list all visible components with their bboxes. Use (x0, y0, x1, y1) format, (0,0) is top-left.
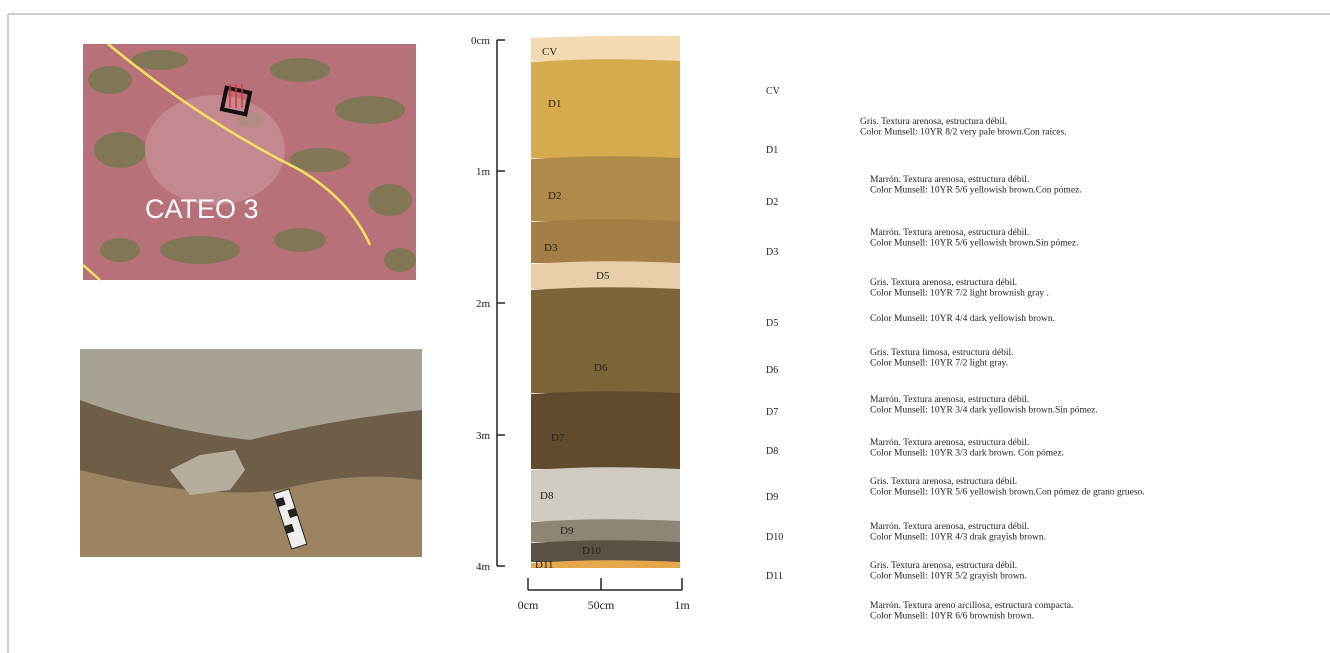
description-line: Gris. Textura arenosa, estructura débil. (870, 278, 1017, 288)
depth-label: 4m (476, 561, 491, 573)
legend-label: D9 (766, 492, 778, 503)
legend-label: D6 (766, 365, 778, 376)
layer (531, 287, 680, 393)
layer-label: D8 (540, 490, 554, 502)
description-line: Gris. Textura arenosa, estructura débil. (860, 117, 1007, 127)
description-line: Color Munsell: 10YR 5/6 yellowish brown.… (870, 239, 1078, 249)
layer-label: D10 (582, 545, 601, 557)
depth-label: 1m (476, 166, 491, 178)
legend-label: D11 (766, 571, 783, 582)
legend-label: D7 (766, 407, 778, 418)
description-line: Color Munsell: 10YR 3/3 dark brown. Con … (870, 449, 1064, 459)
description-line: Marrón. Textura areno arcillosa, estruct… (870, 601, 1073, 611)
layer-label: D9 (560, 525, 574, 537)
layer-label: D6 (594, 362, 608, 374)
width-label: 50cm (588, 598, 615, 612)
photo-label: CATEO 3 (145, 194, 259, 224)
description-line: Color Munsell: 10YR 3/4 dark yellowish b… (870, 406, 1098, 416)
layer (531, 156, 680, 221)
depth-label: 2m (476, 298, 491, 310)
legend-label: D1 (766, 145, 778, 156)
page: { "photo_label": "CATEO 3", "depth_axis"… (0, 0, 1330, 653)
legend-label: CV (766, 86, 781, 97)
depth-label: 3m (476, 430, 491, 442)
description-line: Gris. Textura limosa, estructura débil. (870, 348, 1013, 358)
width-label: 1m (674, 598, 690, 612)
description-line: Color Munsell: 10YR 5/6 yellowish brown.… (870, 488, 1145, 498)
description-line: Color Munsell: 10YR 4/4 dark yellowish b… (870, 314, 1055, 324)
description-line: Marrón. Textura arenosa, estructura débi… (870, 395, 1029, 405)
aerial-photo: CATEO 3 (83, 44, 416, 280)
layer-label: D3 (544, 242, 558, 254)
layer-label: D2 (548, 190, 561, 202)
description-line: Marrón. Textura arenosa, estructura débi… (870, 522, 1029, 532)
legend-label: D10 (766, 532, 783, 543)
description-line: Gris. Textura arenosa, estructura débil. (870, 561, 1017, 571)
layer (531, 519, 680, 542)
description-line: Color Munsell: 10YR 8/2 very pale brown.… (860, 128, 1067, 138)
layer-label: D7 (551, 432, 565, 444)
description-line: Color Munsell: 10YR 7/2 light gray. (870, 359, 1008, 369)
layer-label: D1 (548, 98, 561, 110)
description-line: Marrón. Textura arenosa, estructura débi… (870, 228, 1029, 238)
legend-label: D5 (766, 318, 778, 329)
layer-label: D5 (596, 270, 610, 282)
legend-label: D8 (766, 446, 778, 457)
description-line: Color Munsell: 10YR 6/6 brownish brown. (870, 612, 1034, 622)
legend-label: D3 (766, 247, 778, 258)
layer (531, 391, 680, 469)
description-line: Color Munsell: 10YR 5/6 yellowish brown.… (870, 186, 1082, 196)
layer-label: CV (542, 46, 557, 58)
depth-label: 0cm (471, 35, 490, 47)
description-line: Gris. Textura arenosa, estructura débil. (870, 477, 1017, 487)
figure: CATEO 3 0cm 1m 2m 3m 4m 0cm 50cm 1m CV D1 D2 D3 D5 D6… (0, 0, 1330, 653)
description-line: Marrón. Textura arenosa, estructura débi… (870, 175, 1029, 185)
trench-photo (80, 349, 422, 557)
width-label: 0cm (518, 598, 539, 612)
description-line: Color Munsell: 10YR 7/2 light brownish g… (870, 289, 1049, 299)
legend-label: D2 (766, 197, 778, 208)
description-line: Color Munsell: 10YR 5/2 grayish brown. (870, 572, 1027, 582)
description-line: Marrón. Textura arenosa, estructura débi… (870, 438, 1029, 448)
layer-label: D11 (535, 559, 554, 571)
description-line: Color Munsell: 10YR 4/3 drak grayish bro… (870, 533, 1046, 543)
